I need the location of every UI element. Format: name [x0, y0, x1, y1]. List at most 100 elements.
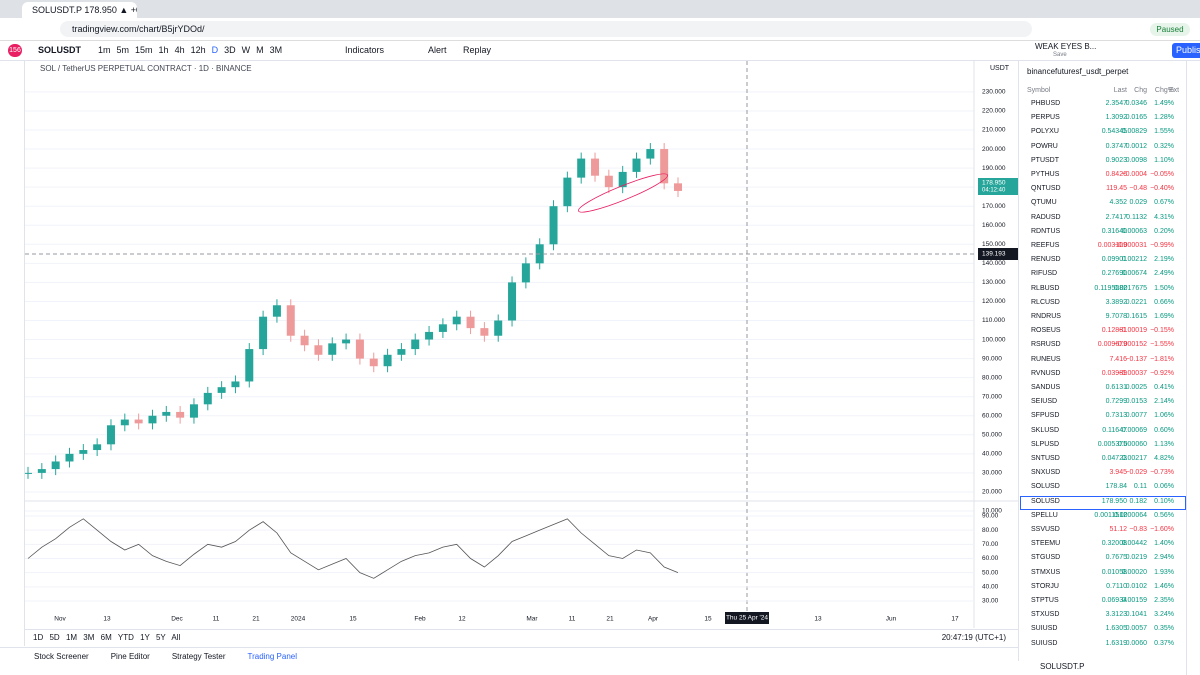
price-tick-label: 170.000 — [982, 203, 1006, 210]
candle — [300, 335, 309, 346]
tab[interactable]: Trading Panel — [247, 652, 298, 661]
time-label: 13 — [103, 616, 111, 623]
url[interactable]: tradingview.com/chart/B5jrYDOd/ — [60, 21, 1032, 37]
interval[interactable]: 5m — [116, 45, 130, 55]
cell: STORJU — [1031, 582, 1059, 590]
range[interactable]: 1D — [33, 633, 44, 642]
tab[interactable]: Stock Screener — [34, 652, 89, 661]
cell: 51.12 — [1109, 526, 1127, 533]
clock: 20:47:19 (UTC+1) — [941, 633, 1006, 642]
rsi-tick-label: 70.00 — [982, 541, 999, 548]
tab[interactable]: Strategy Tester — [171, 652, 226, 661]
time-label: 11 — [569, 616, 576, 623]
interval[interactable]: 12h — [190, 45, 206, 55]
range[interactable]: 5D — [49, 633, 60, 642]
cell: 0.005375 — [1097, 440, 1127, 448]
cell: Ext — [1169, 87, 1180, 94]
tab[interactable]: Pine Editor — [110, 652, 150, 661]
cell: 0.8426 — [1105, 171, 1127, 178]
range[interactable]: YTD — [117, 633, 134, 642]
replay[interactable]: Replay — [463, 45, 492, 55]
candle — [438, 324, 447, 332]
cell: 0.0011512 — [1094, 511, 1127, 519]
cell: Symbol — [1027, 87, 1051, 94]
cell: 0.35% — [1154, 625, 1174, 633]
cell: 0.0221 — [1125, 298, 1147, 306]
cell: 0.00159 — [1121, 597, 1147, 604]
range[interactable]: 5Y — [155, 633, 166, 642]
publish[interactable]: Publish — [1172, 43, 1200, 58]
cell: 0.1615 — [1125, 313, 1147, 320]
interval[interactable]: W — [241, 45, 251, 55]
range[interactable]: 6M — [100, 633, 112, 642]
cell: −0.0004 — [1121, 171, 1148, 178]
cell: 0.00063 — [1121, 227, 1147, 235]
candle — [549, 206, 558, 245]
cell: QTUMU — [1031, 199, 1057, 207]
tab[interactable]: SOLUSDT.P 178.950 ▲ +0.1% ... — [22, 2, 137, 18]
watch-title[interactable]: WEAK EYES B... — [1035, 42, 1097, 51]
paused[interactable]: Paused — [1150, 23, 1190, 36]
range[interactable]: 1Y — [140, 633, 150, 642]
cell: 2.35% — [1154, 597, 1174, 604]
time-label: 13 — [814, 616, 822, 623]
alert[interactable]: Alert — [428, 45, 447, 55]
cell: −0.48 — [1129, 185, 1147, 193]
cell: 0.0060 — [1125, 639, 1147, 647]
cell: 1.50% — [1154, 284, 1174, 292]
cell: POLYXU — [1031, 128, 1059, 136]
cell: SOLUSD — [1031, 497, 1060, 505]
interval[interactable]: 3M — [269, 45, 283, 55]
candle — [134, 419, 143, 424]
cell: 1.40% — [1154, 540, 1174, 548]
cell: 0.06% — [1154, 483, 1174, 491]
interval[interactable]: 15m — [135, 45, 153, 55]
cell: 0.03989 — [1101, 369, 1127, 377]
save[interactable]: Save — [1053, 52, 1067, 58]
cell: 0.00069 — [1121, 426, 1147, 434]
cell: 1.6319 — [1105, 639, 1127, 647]
symbol[interactable]: SOLUSDT — [38, 45, 82, 55]
cell: 0.11647 — [1102, 426, 1127, 434]
cell: REEFUS — [1031, 242, 1060, 249]
cell: SNTUSD — [1031, 455, 1060, 462]
interval[interactable]: 1m — [98, 45, 111, 55]
interval[interactable]: 1h — [158, 45, 169, 55]
cell: 0.66% — [1154, 298, 1174, 306]
interval[interactable]: 4h — [174, 45, 185, 55]
range[interactable]: 1M — [65, 633, 78, 642]
watchlist-name[interactable]: binancefuturesf_usdt_perpet — [1027, 67, 1129, 76]
cell: 0.0165 — [1125, 114, 1147, 122]
candle — [286, 305, 295, 336]
cell: 0.41% — [1154, 384, 1174, 391]
selected-row[interactable] — [1020, 495, 1186, 510]
cell: 0.27690 — [1101, 270, 1127, 278]
interval[interactable]: M — [256, 45, 264, 55]
cell: −0.40% — [1150, 185, 1174, 193]
interval[interactable]: 3D — [224, 45, 236, 55]
price-tick-label: 200.000 — [982, 146, 1006, 153]
cell: 0.1132 — [1126, 213, 1147, 221]
range[interactable]: 3M — [83, 633, 95, 642]
bottom-symbol: SOLUSDT.P — [1040, 662, 1085, 671]
cell: −1.55% — [1150, 341, 1174, 349]
cell: 0.0098 — [1125, 156, 1147, 164]
indicators[interactable]: Indicators — [345, 45, 385, 55]
interval[interactable]: D — [211, 45, 219, 55]
cell: 0.9023 — [1105, 156, 1127, 164]
intervals: 1m 5m 15m 1h 4h 12h D 3D W M 3M — [98, 41, 288, 60]
cell: 0.10% — [1154, 497, 1174, 505]
candle — [466, 316, 475, 329]
price-tick-label: 210.000 — [982, 127, 1006, 134]
price-tick-label: 40.000 — [982, 451, 1002, 458]
candle — [591, 158, 600, 176]
range[interactable]: All — [171, 633, 181, 642]
cell: 0.56% — [1154, 511, 1174, 519]
price-tick-label: 140.000 — [982, 260, 1006, 267]
cell: 0.0025 — [1125, 384, 1147, 391]
price-tick-label: 70.000 — [982, 393, 1002, 400]
crosshair-price: 139.193 — [982, 251, 1006, 258]
candle — [411, 339, 420, 350]
candle — [51, 461, 60, 470]
cell: 4.352 — [1109, 199, 1127, 207]
